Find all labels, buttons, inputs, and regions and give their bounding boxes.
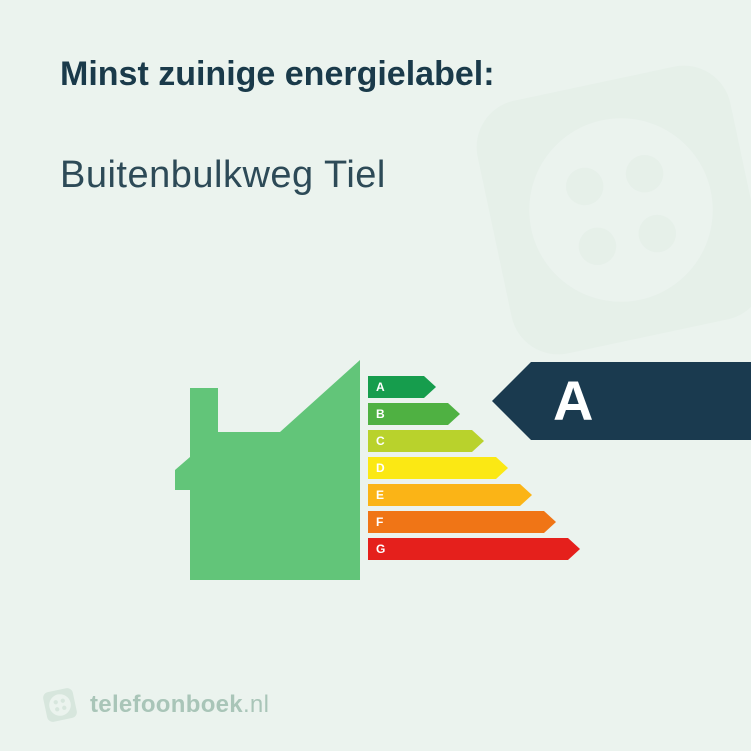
selected-label-text: A bbox=[531, 362, 751, 440]
content-area: Minst zuinige energielabel: Buitenbulkwe… bbox=[0, 0, 751, 197]
house-icon bbox=[175, 360, 360, 580]
energy-bar-shape bbox=[368, 484, 532, 506]
footer-brand: telefoonboek.nl bbox=[90, 691, 269, 719]
energy-bar-shape bbox=[368, 538, 580, 560]
footer-brand-bold: telefoonboek bbox=[90, 691, 243, 718]
energy-bar-label: A bbox=[376, 376, 385, 398]
energy-bar-label: C bbox=[376, 430, 385, 452]
energy-bar-shape bbox=[368, 430, 484, 452]
energy-bar-label: D bbox=[376, 457, 385, 479]
footer-logo-icon bbox=[39, 684, 82, 727]
selected-label-badge: A bbox=[531, 362, 751, 440]
footer: telefoonboek.nl bbox=[42, 687, 269, 723]
footer-brand-light: .nl bbox=[243, 691, 269, 718]
energy-bar-label: E bbox=[376, 484, 384, 506]
location-name: Buitenbulkweg Tiel bbox=[60, 154, 691, 197]
energy-bar-label: B bbox=[376, 403, 385, 425]
page-title: Minst zuinige energielabel: bbox=[60, 55, 691, 94]
energy-bar-shape bbox=[368, 511, 556, 533]
energy-bar-label: G bbox=[376, 538, 385, 560]
energy-bar-shape bbox=[368, 457, 508, 479]
energy-bar-label: F bbox=[376, 511, 383, 533]
